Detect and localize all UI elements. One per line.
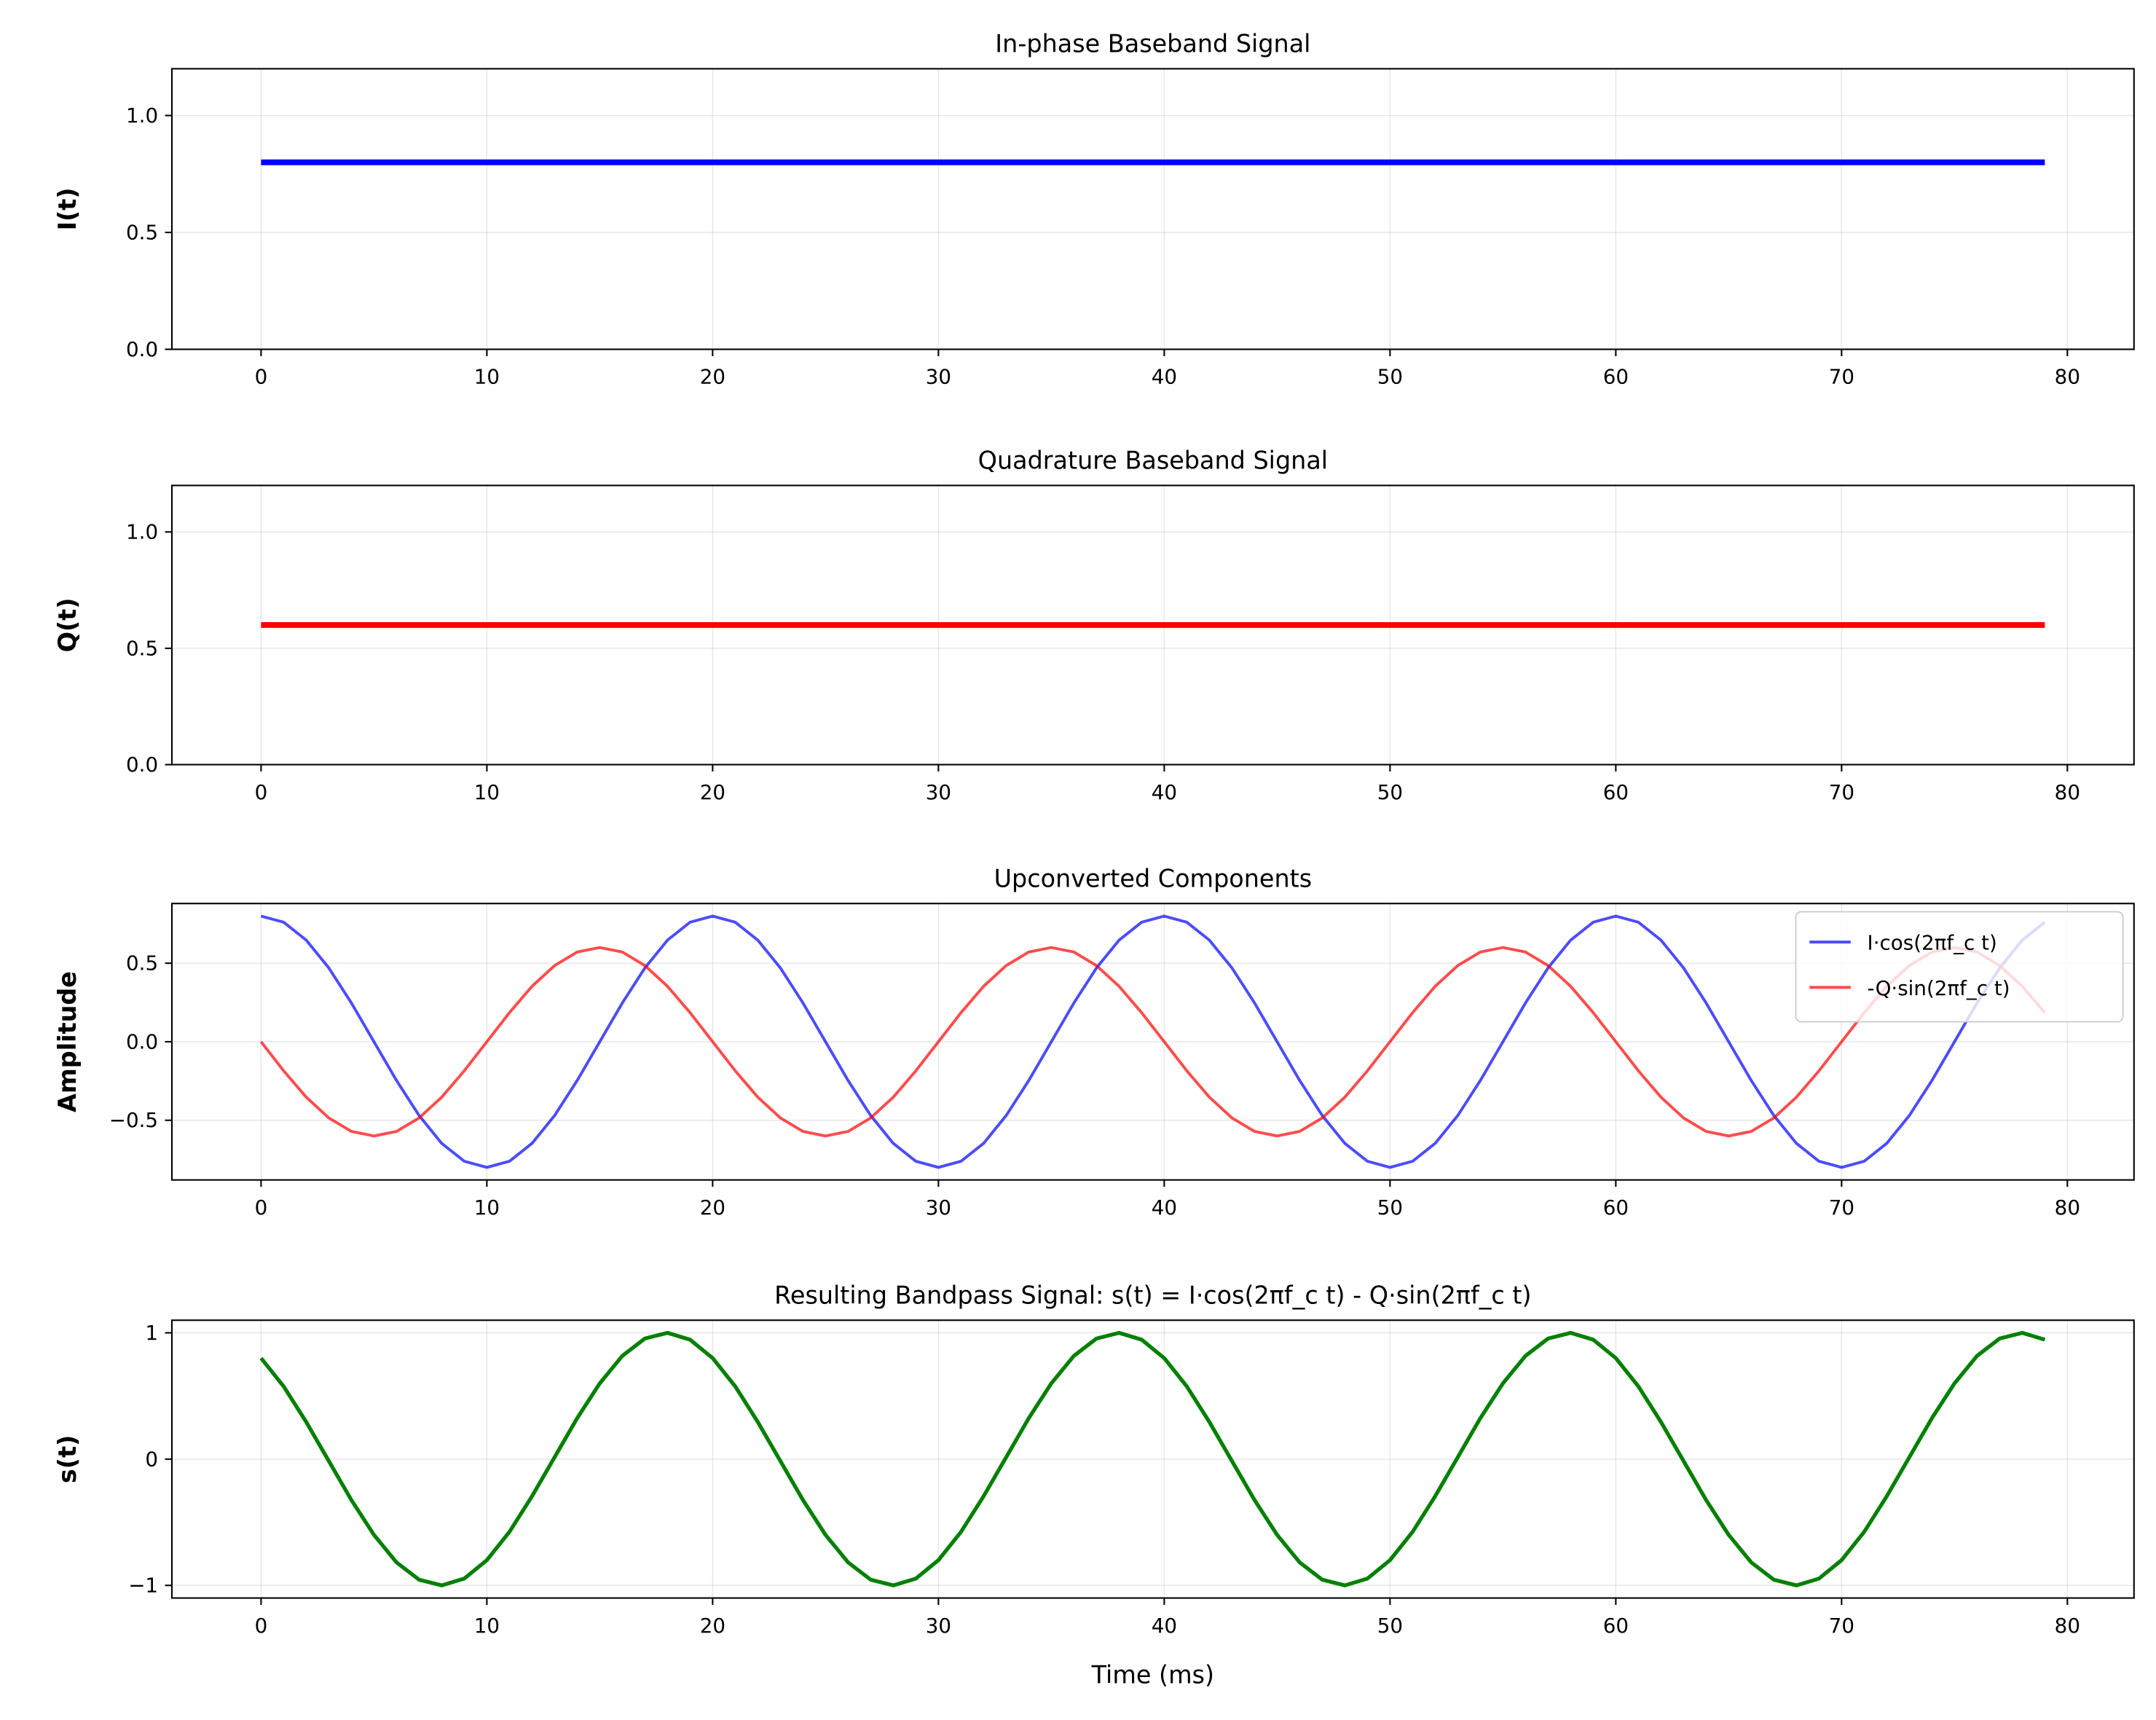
- x-tick-label: 80: [2055, 365, 2080, 389]
- y-tick-label: 0.0: [126, 337, 158, 361]
- x-tick-label: 10: [474, 1195, 500, 1220]
- x-tick-label: 70: [1829, 1195, 1854, 1220]
- axes-frame: [170, 68, 2135, 350]
- legend: I·cos(2πf_c t) -Q·sin(2πf_c t): [1795, 911, 2124, 1023]
- x-tick-label: 60: [1603, 365, 1629, 389]
- x-tick-label: 0: [255, 365, 268, 389]
- series-line-1: [259, 1330, 2046, 1587]
- x-tick-label: 70: [1829, 365, 1854, 389]
- x-tick-label: 60: [1603, 780, 1629, 804]
- subplot-1: 0 10 20 30 40 50 60 70 80 0.0 0.5 1.0 In-phase Baseb…: [53, 30, 2135, 389]
- x-tick-label: 70: [1829, 780, 1854, 804]
- x-tick-label: 40: [1152, 780, 1177, 804]
- x-tick-label: 20: [700, 1614, 725, 1638]
- x-tick-label: 20: [700, 1195, 725, 1220]
- subplot-3: 0 10 20 30 40 50 60 70 80 −0.5 0.0 0.5 Upconverted C…: [53, 865, 2135, 1220]
- x-tick-label: 80: [2055, 1614, 2080, 1638]
- x-tick-label: 40: [1152, 1614, 1177, 1638]
- series-line-2: [259, 946, 2046, 1138]
- x-tick-label: 50: [1377, 1614, 1403, 1638]
- x-tick-label: 80: [2055, 1195, 2080, 1220]
- x-tick-label: 10: [474, 1614, 500, 1638]
- x-tick-label: 30: [926, 780, 951, 804]
- y-tick-label: −1: [128, 1574, 158, 1598]
- x-axis-label: Time (ms): [1091, 1661, 1214, 1689]
- subplot-4: 0 10 20 30 40 50 60 70 80 −1 0 1 Resulting Bandpass …: [53, 1281, 2135, 1689]
- x-tick-label: 50: [1377, 1195, 1403, 1220]
- legend-label: -Q·sin(2πf_c t): [1868, 976, 2010, 1000]
- x-tick-label: 20: [700, 780, 725, 804]
- x-tick-label: 60: [1603, 1195, 1629, 1220]
- x-tick-label: 70: [1829, 1614, 1854, 1638]
- x-tick-label: 30: [926, 1195, 951, 1220]
- y-axis-label: s(t): [53, 1435, 82, 1483]
- x-tick-label: 30: [926, 1614, 951, 1638]
- y-tick-label: 0.5: [126, 220, 158, 244]
- x-tick-label: 0: [255, 780, 268, 804]
- subplot-title: Quadrature Baseband Signal: [978, 447, 1328, 475]
- y-axis-label: Amplitude: [53, 971, 82, 1112]
- y-tick-label: 0.5: [126, 951, 158, 975]
- x-tick-label: 30: [926, 365, 951, 389]
- x-tick-label: 60: [1603, 1614, 1629, 1638]
- subplot-title: In-phase Baseband Signal: [995, 30, 1310, 58]
- axes-frame: [170, 484, 2135, 766]
- y-axis-label: I(t): [53, 187, 82, 230]
- y-tick-label: 1: [145, 1321, 158, 1345]
- series-line-1: [260, 914, 2046, 1169]
- y-tick-label: 0: [145, 1447, 158, 1471]
- subplot-title: Upconverted Components: [994, 865, 1313, 893]
- subplot-title: Resulting Bandpass Signal: s(t) = I·cos(…: [774, 1281, 1531, 1310]
- x-tick-label: 80: [2055, 780, 2080, 804]
- y-axis-label: Q(t): [53, 598, 82, 653]
- x-tick-label: 40: [1152, 1195, 1177, 1220]
- x-tick-label: 20: [700, 365, 725, 389]
- legend-box: [1795, 911, 2124, 1023]
- x-tick-label: 0: [255, 1614, 268, 1638]
- y-tick-label: 1.0: [126, 103, 158, 127]
- y-tick-label: 1.0: [126, 520, 158, 544]
- x-tick-label: 0: [255, 1195, 268, 1220]
- x-tick-label: 40: [1152, 365, 1177, 389]
- x-tick-label: 10: [474, 780, 500, 804]
- y-tick-label: 0.0: [126, 1029, 158, 1053]
- x-tick-label: 50: [1377, 780, 1403, 804]
- y-tick-label: −0.5: [109, 1108, 158, 1132]
- legend-label: I·cos(2πf_c t): [1868, 930, 1997, 954]
- subplot-2: 0 10 20 30 40 50 60 70 80 0.0 0.5 1.0 Quadrature Bas…: [53, 447, 2135, 804]
- x-tick-label: 50: [1377, 365, 1403, 389]
- y-tick-label: 0.0: [126, 753, 158, 777]
- y-tick-label: 0.5: [126, 636, 158, 660]
- x-tick-label: 10: [474, 365, 500, 389]
